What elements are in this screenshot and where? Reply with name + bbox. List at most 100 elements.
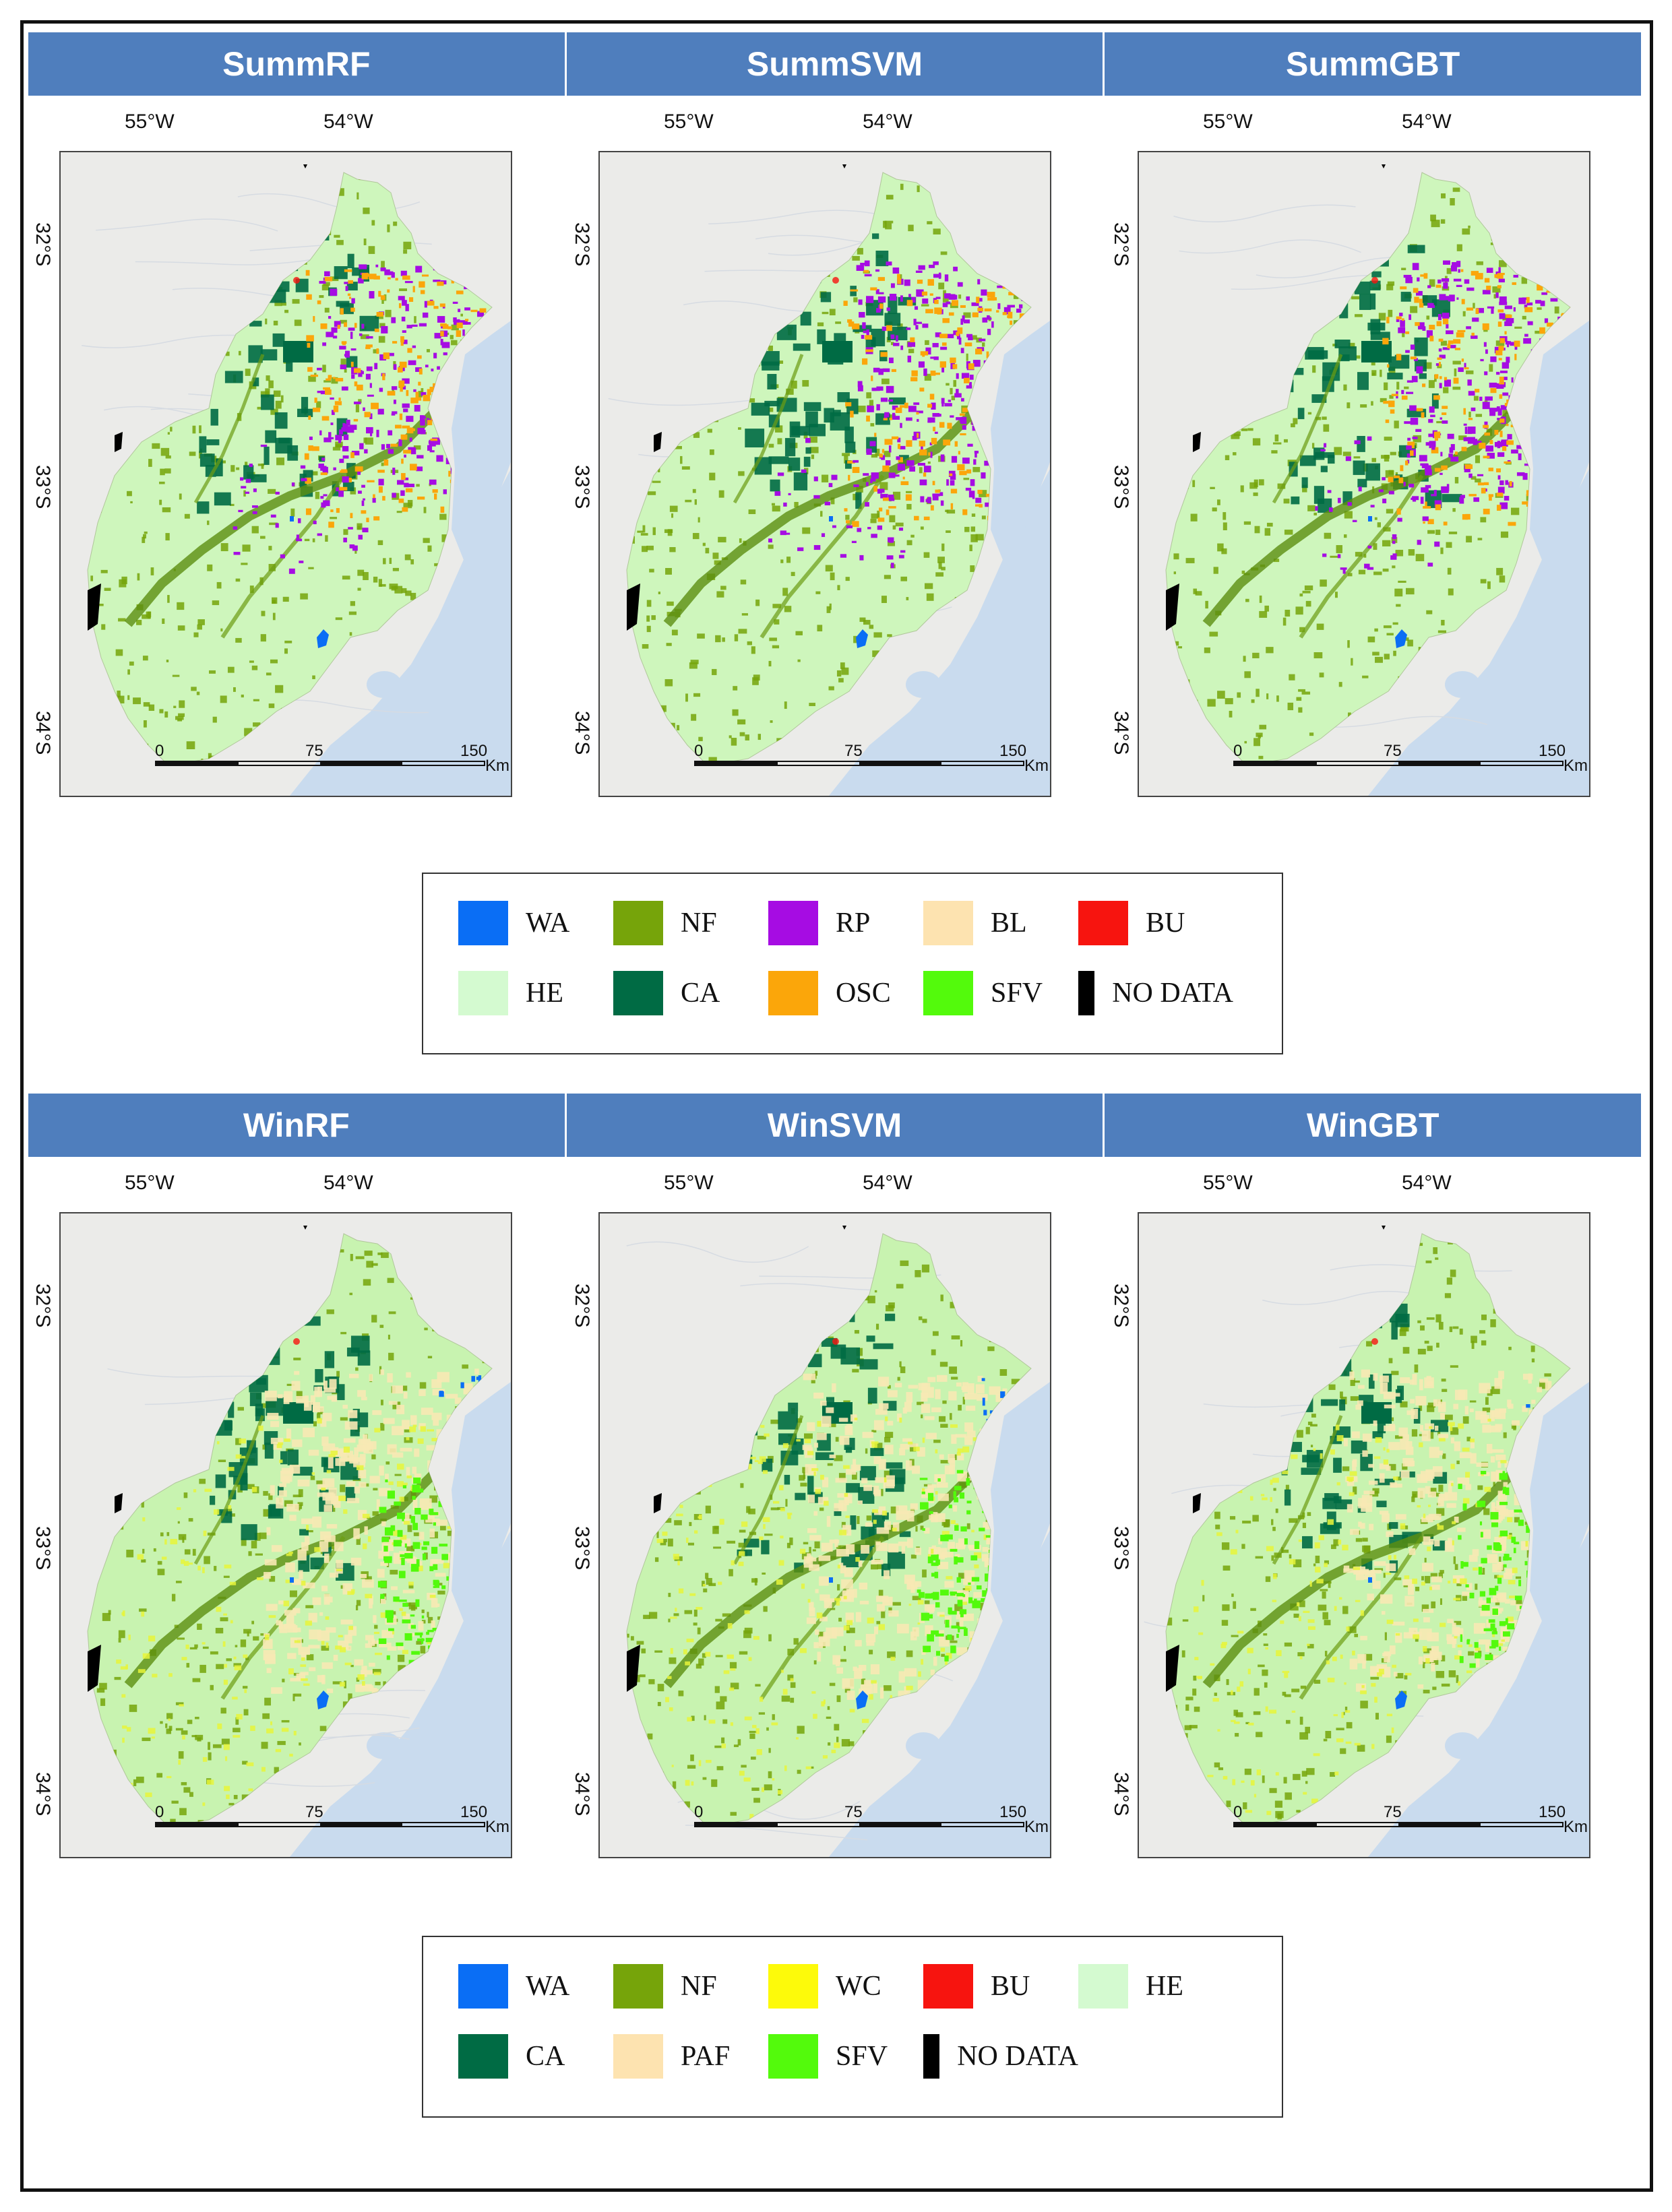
nf-patch	[875, 448, 880, 456]
nf-patch	[160, 468, 165, 476]
nf-patch	[837, 585, 840, 590]
rp-patch	[253, 488, 257, 493]
land-cover-patches	[1166, 172, 1570, 765]
paf-patch	[371, 1639, 375, 1646]
nf-patch	[660, 1541, 667, 1546]
wc-patch	[224, 1664, 227, 1668]
nf-patch	[702, 1581, 705, 1587]
wc-patch	[363, 1543, 367, 1550]
sfv-patch	[421, 1615, 425, 1619]
nf-patch	[237, 1484, 243, 1493]
nf-patch	[229, 503, 235, 506]
rp-patch	[944, 293, 951, 299]
nf-patch	[1363, 554, 1367, 558]
osc-patch	[1510, 424, 1514, 428]
rp-patch	[424, 301, 427, 308]
nf-patch	[340, 1484, 346, 1492]
nf-patch	[276, 457, 284, 466]
rp-patch	[857, 385, 863, 391]
osc-patch	[350, 361, 354, 367]
ocean-area	[829, 469, 1050, 796]
osc-patch	[932, 480, 935, 486]
nf-patch	[268, 546, 272, 550]
wa-patch	[829, 516, 833, 522]
osc-patch	[1506, 440, 1514, 445]
osc-patch	[1442, 318, 1449, 325]
nf-patch	[829, 309, 836, 315]
rp-patch	[911, 296, 916, 303]
paf-patch	[365, 1643, 373, 1648]
paf-patch	[264, 1391, 277, 1401]
nf-patch	[853, 297, 858, 303]
ca-patch	[784, 438, 796, 457]
osc-patch	[1482, 323, 1489, 330]
rp-patch	[1329, 507, 1333, 512]
ca-patch	[1400, 292, 1411, 302]
paf-patch	[369, 1662, 375, 1667]
scale-bar-graphic	[1233, 761, 1563, 766]
rp-patch	[908, 294, 911, 298]
nf-patch	[1205, 600, 1208, 609]
rp-patch	[929, 442, 933, 445]
nf-patch	[830, 1608, 836, 1610]
legend-label: NF	[681, 908, 717, 939]
rp-patch	[797, 547, 804, 551]
nf-patch	[100, 569, 108, 573]
rp-patch	[443, 489, 447, 495]
nf-patch	[1454, 476, 1459, 484]
rp-patch	[933, 274, 941, 278]
paf-patch	[363, 1685, 374, 1692]
nf-patch	[97, 604, 104, 606]
nf-patch	[886, 195, 894, 200]
ca-patch	[762, 361, 780, 371]
paf-patch	[365, 1635, 374, 1641]
scale-tick-label: 0	[155, 1803, 164, 1821]
nf-patch	[1430, 214, 1436, 222]
osc-patch	[382, 496, 385, 501]
nf-patch	[1313, 652, 1323, 659]
nf-patch	[1013, 294, 1019, 299]
nf-patch	[142, 656, 148, 661]
nf-patch	[160, 1721, 163, 1724]
nf-patch	[1272, 442, 1282, 445]
osc-patch	[367, 480, 375, 482]
rp-patch	[941, 398, 945, 404]
nf-patch	[658, 705, 667, 712]
paf-patch	[286, 1615, 295, 1626]
river-valley	[193, 1415, 265, 1565]
ca-patch	[1369, 280, 1381, 291]
nf-patch	[1225, 698, 1233, 705]
rp-patch	[897, 464, 906, 471]
osc-patch	[408, 297, 414, 302]
nf-patch	[340, 1331, 347, 1335]
ca-patch	[751, 402, 770, 416]
nf-patch	[838, 1473, 846, 1480]
ca-patch	[252, 377, 259, 387]
wc-patch	[328, 1454, 336, 1457]
osc-patch	[456, 290, 464, 294]
nf-patch	[881, 378, 890, 385]
osc-patch	[879, 453, 883, 458]
nf-patch	[143, 534, 146, 539]
rp-patch	[1392, 534, 1397, 540]
rp-patch	[384, 269, 390, 276]
wc-patch	[236, 1713, 243, 1719]
wc-patch	[183, 1560, 189, 1567]
osc-patch	[373, 494, 375, 499]
rp-patch	[1472, 317, 1479, 322]
nf-patch	[387, 224, 390, 232]
nf-patch	[342, 1701, 349, 1708]
paf-patch	[419, 1498, 432, 1510]
land-cover-map: 0 75 150 Km	[598, 1212, 1051, 1858]
nf-patch	[388, 1352, 394, 1360]
rp-patch	[416, 455, 424, 459]
wc-patch	[235, 1454, 242, 1459]
wc-patch	[168, 1673, 173, 1677]
osc-patch	[308, 415, 311, 420]
rp-patch	[892, 267, 900, 274]
wc-patch	[447, 1526, 452, 1529]
wc-patch	[293, 1730, 297, 1736]
nf-patch	[268, 1493, 273, 1500]
nf-patch	[1383, 625, 1392, 629]
longitude-label: 54°W	[323, 1172, 373, 1194]
